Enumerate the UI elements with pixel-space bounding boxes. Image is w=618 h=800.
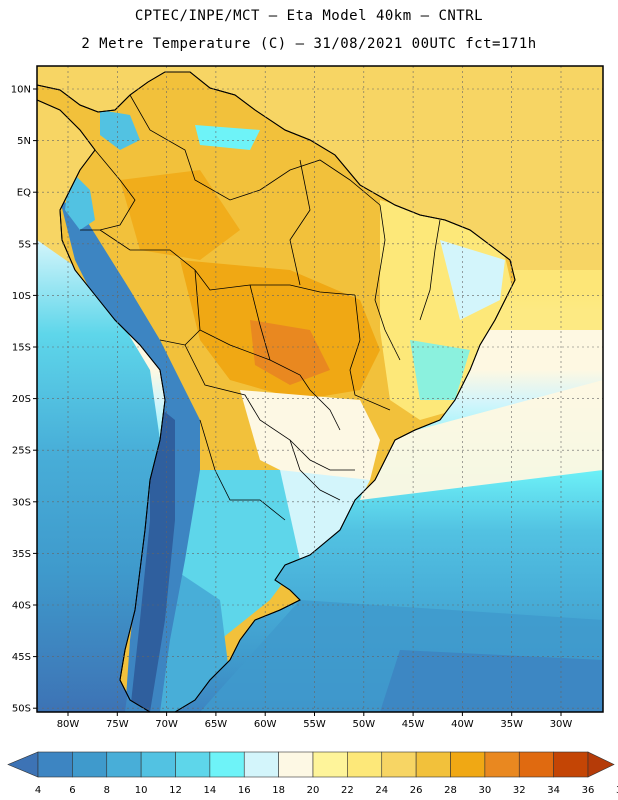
colorbar-swatch (518, 751, 554, 778)
colorbar-label: 4 (35, 785, 41, 796)
colorbar-label: 10 (135, 785, 148, 796)
colorbar-swatch (209, 751, 245, 778)
lon-label: 65W (205, 719, 228, 730)
longitude-axis: 80W 75W 70W 65W 60W 55W 50W 45W 40W 35W 30W (57, 712, 573, 730)
title-line-2: 2 Metre Temperature (C) – 31/08/2021 00U… (81, 36, 537, 52)
country-borders (80, 94, 441, 521)
lon-label: 80W (57, 719, 80, 730)
colorbar-label: 16 (238, 785, 251, 796)
lon-label: 55W (303, 719, 326, 730)
colorbar-swatch (381, 751, 417, 778)
colorbar-swatch (312, 751, 348, 778)
colorbar-swatch (140, 751, 176, 778)
colorbar-label: 20 (307, 785, 320, 796)
colorbar-swatch (484, 751, 520, 778)
colorbar-label: 38 (616, 785, 618, 796)
colorbar-label: 8 (104, 785, 110, 796)
lat-label: 5S (18, 239, 31, 250)
colorbar-label: 14 (204, 785, 217, 796)
map-frame (36, 65, 604, 713)
lon-label: 75W (106, 719, 129, 730)
colorbar-swatch (37, 751, 73, 778)
coastline (37, 71, 516, 712)
lat-label: EQ (17, 188, 31, 199)
color-bar: 4 6 8 10 12 14 16 18 20 22 24 26 28 30 32 34 36 38 (7, 751, 618, 796)
lat-label: 45S (12, 652, 31, 663)
latitude-axis: 10N 5N EQ 5S 10S 15S 20S 25S 30S 35S 40S 45S 50S (11, 85, 37, 715)
colorbar-label: 6 (69, 785, 75, 796)
colorbar-swatch (450, 751, 486, 778)
lat-label: 10S (12, 291, 31, 302)
lat-label: 30S (12, 497, 31, 508)
colorbar-swatch (72, 751, 108, 778)
colorbar-swatch (347, 751, 383, 778)
graticule (37, 66, 603, 712)
lat-label: 20S (12, 394, 31, 405)
title-line-1: CPTEC/INPE/MCT – Eta Model 40km – CNTRL (134, 8, 484, 24)
colorbar-label: 30 (479, 785, 492, 796)
colorbar-label: 22 (341, 785, 354, 796)
lat-label: 40S (12, 601, 31, 612)
colorbar-label: 26 (410, 785, 423, 796)
colorbar-swatch (243, 751, 279, 778)
lon-label: 60W (254, 719, 277, 730)
colorbar-label: 32 (513, 785, 526, 796)
colorbar-swatch (106, 751, 142, 778)
colorbar-label: 18 (272, 785, 285, 796)
lon-label: 30W (550, 719, 573, 730)
lat-label: 5N (17, 136, 31, 147)
colorbar-label: 24 (375, 785, 388, 796)
lon-label: 50W (352, 719, 375, 730)
colorbar-arrow-high (587, 751, 615, 778)
colorbar-label: 28 (444, 785, 457, 796)
lat-label: 10N (11, 85, 31, 96)
colorbar-label: 34 (547, 785, 560, 796)
lon-label: 35W (500, 719, 523, 730)
lat-label: 35S (12, 549, 31, 560)
lat-label: 15S (12, 343, 31, 354)
colorbar-swatch (278, 751, 314, 778)
lon-label: 45W (402, 719, 425, 730)
colorbar-swatch (175, 751, 211, 778)
lat-label: 50S (12, 704, 31, 715)
colorbar-arrow-low (7, 751, 39, 778)
colorbar-swatch (415, 751, 451, 778)
colorbar-label: 36 (582, 785, 595, 796)
lat-label: 25S (12, 446, 31, 457)
colorbar-label: 12 (169, 785, 182, 796)
lon-label: 40W (451, 719, 474, 730)
lon-label: 70W (155, 719, 178, 730)
colorbar-swatch (553, 751, 589, 778)
